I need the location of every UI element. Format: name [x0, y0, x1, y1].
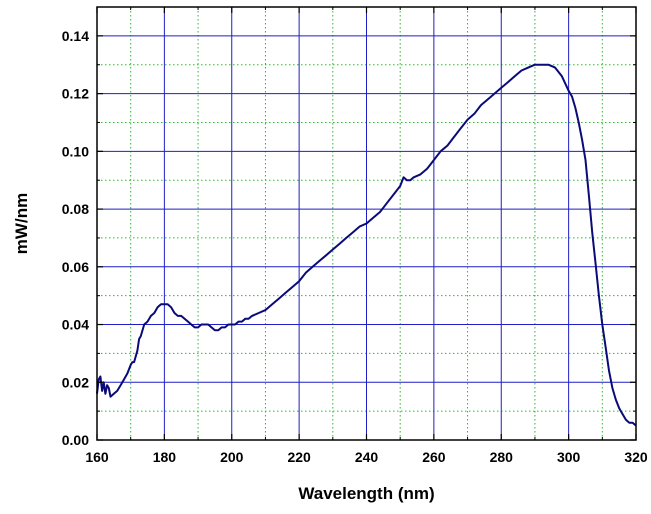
x-tick-label: 320: [624, 449, 648, 465]
y-tick-label: 0.14: [62, 28, 89, 44]
y-tick-label: 0.08: [62, 201, 89, 217]
x-tick-label: 220: [287, 449, 311, 465]
x-axis-title: Wavelength (nm): [298, 484, 434, 503]
x-tick-label: 200: [220, 449, 244, 465]
y-tick-label: 0.12: [62, 86, 89, 102]
y-tick-label: 0.10: [62, 143, 89, 159]
y-tick-label: 0.02: [62, 374, 89, 390]
x-tick-labels: 160 180 200 220 240 260 280 300 320: [85, 449, 648, 465]
y-axis-title: mW/nm: [12, 193, 31, 254]
x-tick-label: 280: [490, 449, 514, 465]
x-tick-label: 260: [422, 449, 446, 465]
x-tick-label: 240: [355, 449, 379, 465]
x-tick-label: 180: [153, 449, 177, 465]
x-tick-label: 160: [85, 449, 109, 465]
y-tick-label: 0.00: [62, 432, 89, 448]
y-tick-label: 0.04: [62, 317, 89, 333]
y-tick-label: 0.06: [62, 259, 89, 275]
x-tick-label: 300: [557, 449, 581, 465]
y-tick-labels: 0.00 0.02 0.04 0.06 0.08 0.10 0.12 0.14: [62, 28, 89, 448]
